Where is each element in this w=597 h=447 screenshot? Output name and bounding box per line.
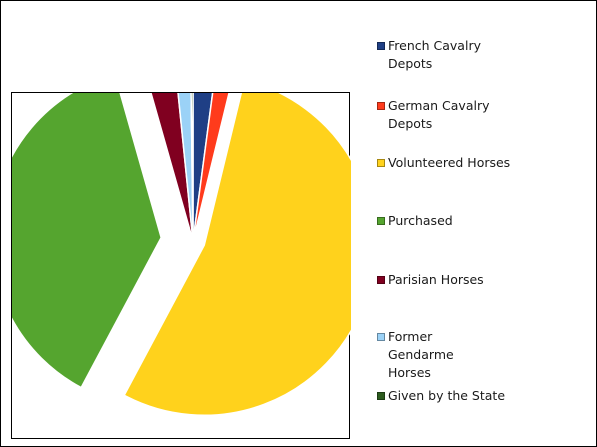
legend-swatch [377,392,385,400]
pie-slice [192,93,214,242]
legend-label: French Cavalry Depots [388,38,481,71]
pie-slice [123,93,351,417]
legend-label: Given by the State [388,388,506,403]
legend-swatch [377,102,385,110]
plot-area [11,92,351,439]
legend-swatch [377,217,385,225]
legend-swatch [377,159,385,167]
legend-swatch [377,42,385,50]
legend-swatch [377,276,385,284]
legend-item: Volunteered Horses [377,154,577,172]
pie-slice [177,93,194,242]
legend-item: German Cavalry Depots [377,97,577,133]
pie-slice [150,93,194,242]
legend-item: Purchased [377,212,577,230]
legend-item: Parisian Horses [377,271,577,289]
legend-label: German Cavalry Depots [388,98,490,131]
pie-slice [190,93,194,242]
legend-label: Purchased [388,213,453,228]
pie-slice [12,93,162,389]
legend-label: Former Gendarme Horses [388,329,454,380]
pie-chart [12,93,351,417]
legend-swatch [377,333,385,341]
legend-item: Former Gendarme Horses [377,328,577,382]
legend-item: Given by the State [377,387,577,405]
pie-slice [192,93,230,242]
legend-item: French Cavalry Depots [377,37,577,73]
legend-label: Parisian Horses [388,272,484,287]
legend-label: Volunteered Horses [388,155,511,170]
